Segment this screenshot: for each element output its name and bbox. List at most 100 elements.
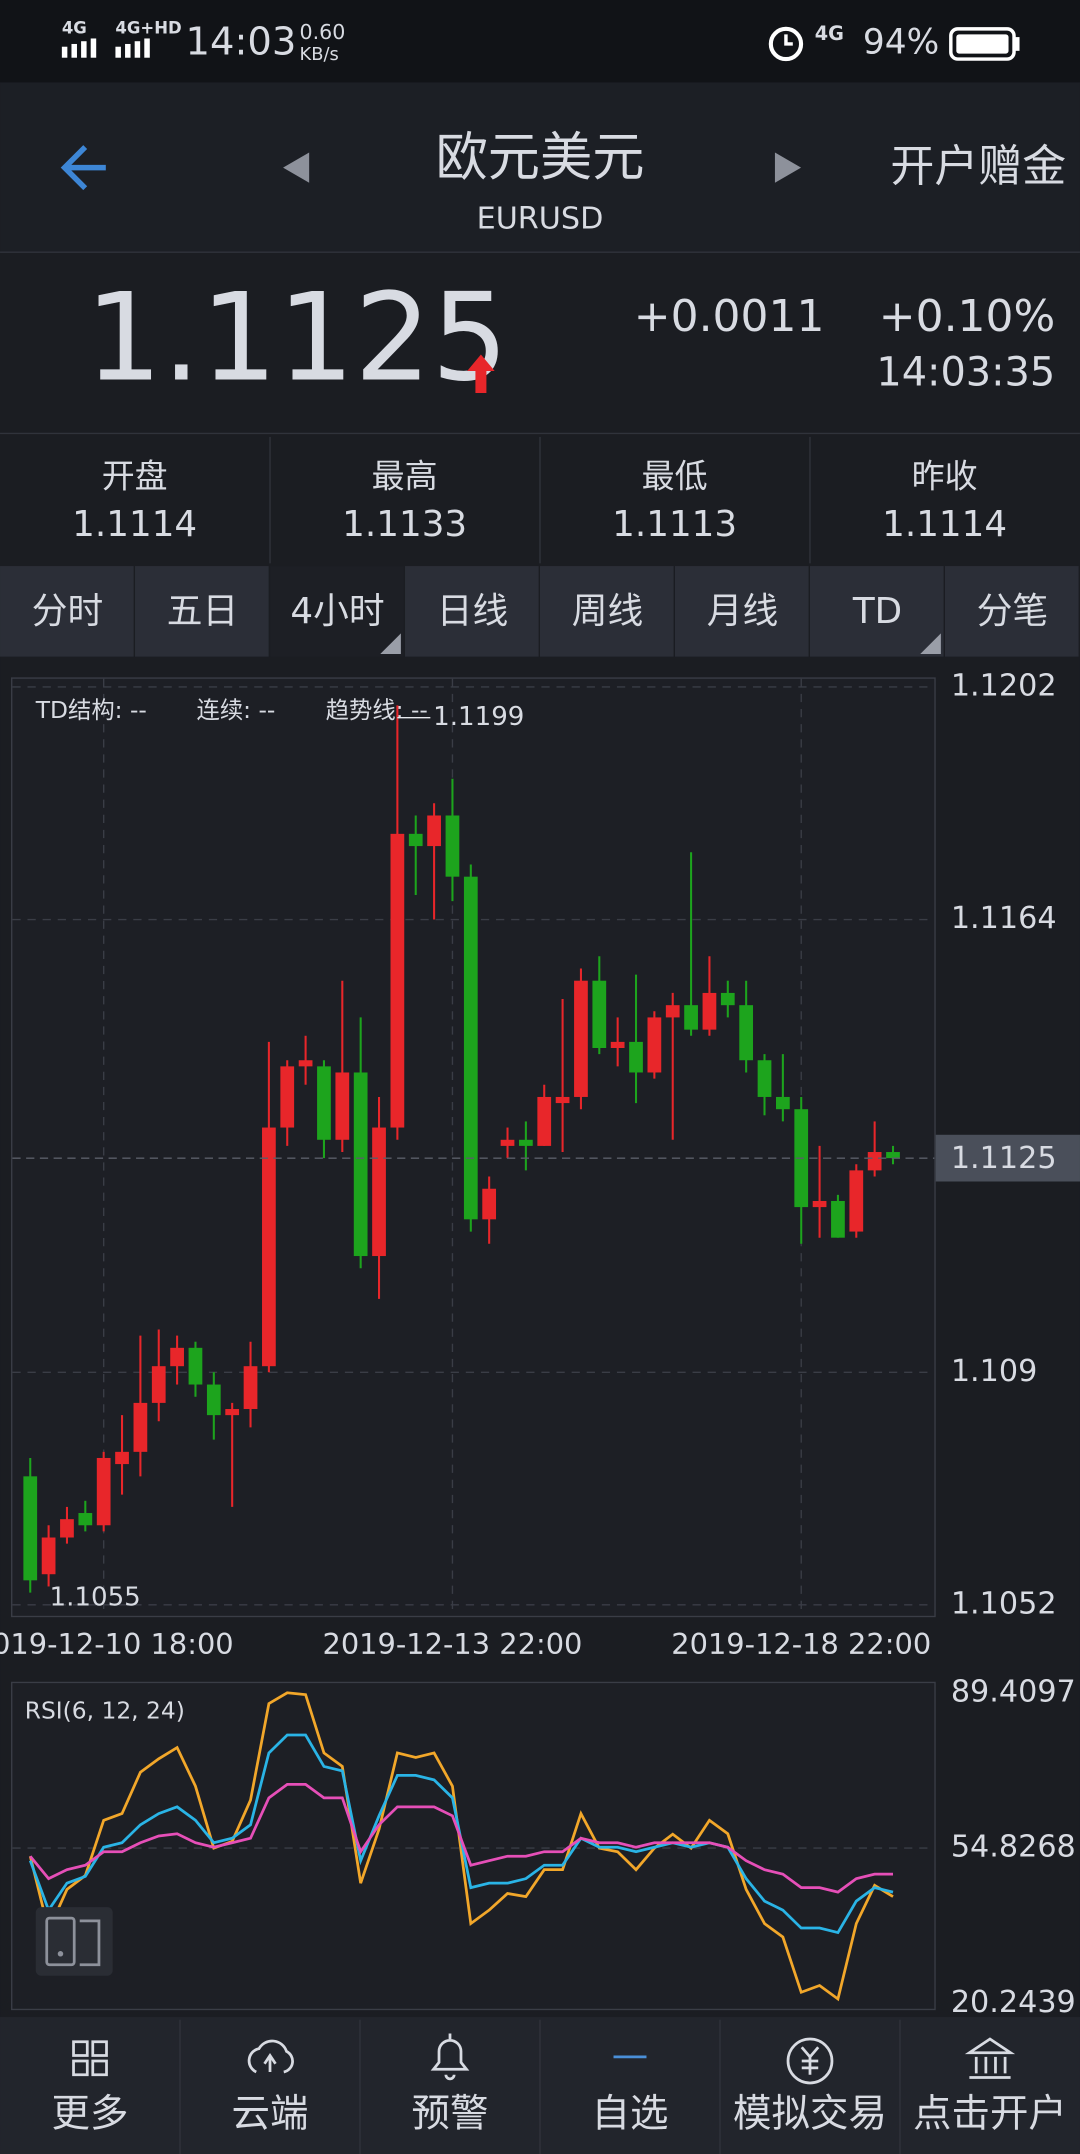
nav-label[interactable]: 模拟交易: [733, 2091, 887, 2136]
action-link[interactable]: 开户赠金: [890, 141, 1066, 192]
nav: 更多 云端 预警 自选 模拟交易 点击开户: [52, 2019, 1067, 2154]
tab[interactable]: 周线: [572, 591, 643, 632]
tab-bg[interactable]: [270, 566, 404, 657]
stat-value: 1.1114: [72, 504, 197, 545]
x-tick-label: 2019-12-13 22:00: [322, 1627, 582, 1661]
candle-body: [886, 1152, 900, 1159]
candle-body: [720, 992, 735, 1006]
subtitle: EURUSD: [477, 201, 604, 236]
candle-body: [408, 833, 423, 847]
candle-body: [867, 1152, 882, 1171]
status-bar: [0, 0, 1080, 83]
speed-unit: KB/s: [300, 44, 339, 65]
high-label: 1.1199: [433, 702, 524, 732]
y-tick-label: 1.1052: [951, 1586, 1057, 1621]
tab[interactable]: 4小时: [290, 591, 384, 632]
next-button[interactable]: [774, 152, 802, 183]
candle-body: [702, 992, 717, 1030]
candle-body: [739, 1005, 754, 1061]
signal-type: 4G: [815, 22, 844, 45]
candle-body: [647, 1017, 662, 1073]
tab[interactable]: 分笔: [977, 591, 1048, 632]
nav-label[interactable]: 点击开户: [913, 2091, 1067, 2136]
rsi-line: [29, 1783, 894, 1894]
speed: 0.60: [300, 20, 346, 44]
stat-value: 1.1133: [342, 504, 467, 545]
candle-body: [225, 1409, 240, 1416]
back-button[interactable]: [60, 145, 106, 191]
stat-label: 昨收: [912, 457, 978, 496]
candle-body: [335, 1072, 350, 1140]
candle-body: [280, 1066, 295, 1128]
x-tick-label: 2019-12-18 22:00: [671, 1627, 931, 1661]
candle-body: [684, 1005, 698, 1030]
candle-body: [41, 1537, 56, 1575]
annotation: 连续: --: [197, 696, 276, 724]
stats: 开盘 1.1114 最高 1.1133 最低 1.1113 昨收 1.1114: [72, 436, 1007, 564]
candle-body: [115, 1451, 129, 1465]
quote-time: 14:03:35: [876, 350, 1055, 396]
candle-body: [775, 1096, 790, 1110]
tab-corner: [380, 633, 401, 655]
candle-body: [537, 1096, 552, 1146]
tab[interactable]: 日线: [437, 591, 508, 632]
tab[interactable]: 五日: [167, 591, 238, 632]
stat-label: 开盘: [102, 457, 168, 496]
low-label: 1.1055: [49, 1583, 140, 1613]
network: 4G: [62, 18, 87, 37]
tab-bg[interactable]: [674, 566, 809, 657]
rsi-line: [28, 1691, 894, 2002]
candle-body: [317, 1066, 331, 1140]
candle-body: [610, 1041, 625, 1049]
candle-body: [445, 815, 460, 877]
tab-bg[interactable]: [809, 566, 944, 657]
tab-bg[interactable]: [0, 566, 134, 657]
tab-bg[interactable]: [405, 566, 539, 657]
nav-label[interactable]: 自选: [592, 2091, 669, 2136]
candle-body: [96, 1457, 111, 1526]
candle-body: [78, 1513, 93, 1526]
tabs: 分时 五日 4小时 日线 周线 月线 TD 分笔: [0, 566, 1079, 657]
nav-icon[interactable]: [786, 2037, 834, 2085]
rsi-panel: [11, 1681, 936, 2011]
clock: 14:03: [186, 19, 297, 64]
candle-body: [500, 1139, 515, 1146]
candle-body: [60, 1519, 74, 1538]
charts: 1.1052 1.109 1.1164 1.1202 2019-12-10 18:00 2…: [0, 668, 1080, 2020]
tab[interactable]: 分时: [32, 591, 103, 632]
nav-icon[interactable]: [430, 2033, 470, 2081]
stat-label: 最高: [372, 457, 438, 496]
battery-text: 94%: [863, 22, 939, 62]
candle-body: [463, 876, 478, 1220]
tab-bg[interactable]: [135, 566, 269, 657]
candle-body: [592, 980, 607, 1049]
up-arrow: [467, 354, 495, 393]
nav-icon[interactable]: [247, 2039, 294, 2074]
candle-body: [133, 1402, 148, 1452]
candle-body: [188, 1347, 203, 1385]
tab[interactable]: TD: [852, 591, 902, 632]
annotation: TD结构: --: [35, 696, 147, 724]
tool-icon[interactable]: [35, 1907, 113, 1976]
nav-label[interactable]: 预警: [412, 2091, 489, 2136]
nav-label[interactable]: 更多: [52, 2091, 129, 2136]
stat-value: 1.1113: [612, 504, 737, 545]
title: 欧元美元: [436, 128, 645, 188]
prev-button[interactable]: [283, 152, 310, 183]
last-price-label: 1.1125: [951, 1141, 1057, 1176]
tab-bg[interactable]: [944, 566, 1079, 657]
stat-value: 1.1114: [882, 504, 1007, 545]
nav-icon[interactable]: [964, 2037, 1016, 2079]
tab-bg[interactable]: [540, 566, 674, 657]
nav-label[interactable]: 云端: [232, 2091, 309, 2136]
candle-body: [812, 1200, 827, 1208]
last-price-box: [935, 1134, 1080, 1182]
alarm-icon: [768, 26, 804, 62]
nav-icon[interactable]: [72, 2040, 108, 2077]
y-tick-label: 1.1202: [951, 668, 1057, 703]
tab[interactable]: 月线: [707, 591, 778, 632]
candle-body: [757, 1060, 772, 1097]
change-pct: +0.10%: [879, 291, 1055, 342]
candle-body: [298, 1060, 313, 1067]
